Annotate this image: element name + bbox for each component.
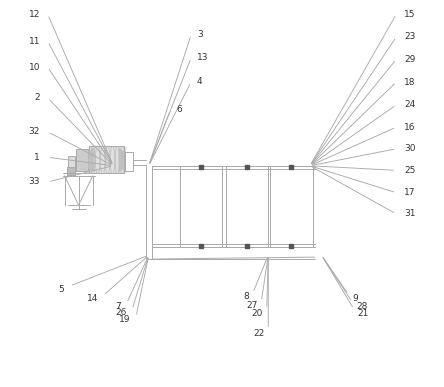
Text: 26: 26 <box>115 308 127 317</box>
Text: 2: 2 <box>34 93 40 103</box>
Text: 29: 29 <box>404 55 416 64</box>
Text: 28: 28 <box>356 301 368 311</box>
Text: 17: 17 <box>404 188 416 197</box>
Text: 19: 19 <box>119 315 130 324</box>
Text: 3: 3 <box>197 30 202 39</box>
Text: 4: 4 <box>197 77 202 86</box>
Text: 10: 10 <box>28 63 40 72</box>
Text: 20: 20 <box>251 308 263 318</box>
Text: 13: 13 <box>197 53 208 62</box>
Text: 33: 33 <box>28 177 40 187</box>
Polygon shape <box>89 149 94 171</box>
Polygon shape <box>119 149 124 171</box>
Text: 27: 27 <box>246 301 258 310</box>
Bar <box>89 146 124 173</box>
Text: 23: 23 <box>404 33 416 41</box>
Text: 32: 32 <box>28 127 40 136</box>
Text: 11: 11 <box>28 37 40 46</box>
Text: 30: 30 <box>404 144 416 153</box>
Bar <box>76 149 88 171</box>
Text: 21: 21 <box>358 308 369 318</box>
Bar <box>270 166 313 247</box>
Text: 6: 6 <box>177 105 182 114</box>
Text: 8: 8 <box>243 292 249 301</box>
Bar <box>67 167 75 175</box>
Text: 18: 18 <box>404 77 416 87</box>
Text: 31: 31 <box>404 209 416 218</box>
Bar <box>226 166 268 247</box>
Text: 25: 25 <box>404 166 416 175</box>
Text: 1: 1 <box>34 153 40 162</box>
Text: 15: 15 <box>404 10 416 19</box>
Text: 14: 14 <box>87 294 98 303</box>
Text: 5: 5 <box>58 284 64 294</box>
Text: 12: 12 <box>28 10 40 19</box>
Text: 24: 24 <box>404 100 415 109</box>
Bar <box>68 156 75 168</box>
Bar <box>125 152 133 171</box>
Text: 16: 16 <box>404 123 416 132</box>
Text: 22: 22 <box>253 329 265 337</box>
Text: 9: 9 <box>353 294 358 303</box>
Bar <box>179 166 222 247</box>
Text: 7: 7 <box>115 301 121 311</box>
